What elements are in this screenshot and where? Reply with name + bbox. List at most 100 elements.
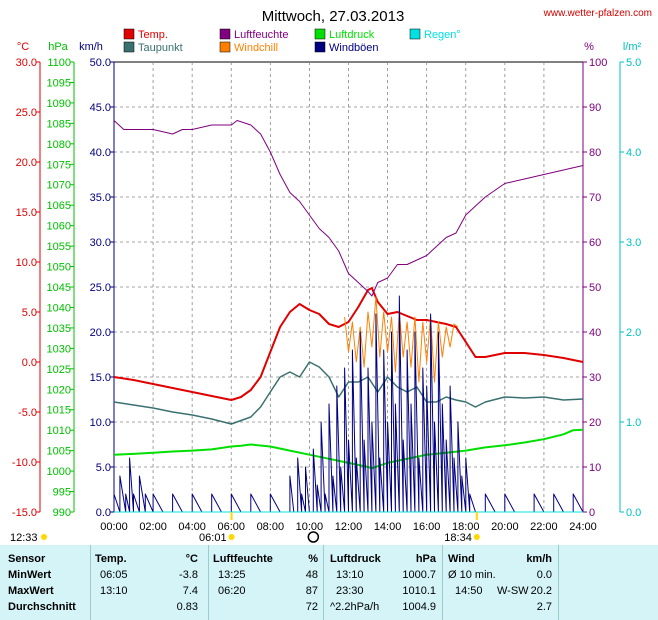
column-divider [90, 545, 91, 620]
wind-time: 14:50 [455, 585, 483, 597]
pressure-trend: ^2.2hPa/h [330, 601, 380, 613]
sunrise-time: 06:01 [199, 532, 227, 544]
humidity-tick-label: 100 [589, 57, 607, 69]
header-temp-unit: °C [185, 553, 198, 565]
sunset-icon [473, 534, 480, 540]
pressure-axis-unit: hPa [48, 41, 68, 53]
temp-tick-label: -5.0 [18, 407, 37, 419]
row-label: MinWert [8, 569, 52, 581]
temp-time: 06:05 [100, 569, 128, 581]
wind-tick-label: 50.0 [90, 57, 111, 69]
legend-swatch [219, 28, 231, 40]
wind-tick-label: 25.0 [90, 282, 111, 294]
humidity-value: 87 [305, 585, 318, 597]
legend-label: Windchill [234, 42, 278, 54]
pressure-value: 1010.1 [402, 585, 436, 597]
wind-tick-label: 5.0 [96, 462, 111, 474]
grid [113, 61, 584, 513]
temp-tick-label: 30.0 [16, 57, 37, 69]
x-tick-label: 02:00 [139, 521, 167, 533]
humidity-value: 72 [305, 601, 318, 613]
rain-axis-unit: l/m² [623, 41, 642, 53]
rain-tick-label: 0.0 [626, 507, 641, 519]
x-tick-label: 16:00 [413, 521, 441, 533]
wind-tick-label: 20.0 [90, 327, 111, 339]
legend-entry: Windböen [314, 41, 379, 54]
pressure-tick-label: 1015 [47, 405, 71, 417]
pressure-tick-label: 1065 [47, 200, 71, 212]
humidity-value: 48 [305, 569, 318, 581]
humidity-axis-unit: % [584, 41, 594, 53]
temp-tick-label: 10.0 [16, 257, 37, 269]
wind-time: Ø 10 min. [448, 569, 496, 581]
legend-swatch [314, 41, 326, 53]
source-link[interactable]: www.wetter-pfalzen.com [543, 8, 652, 19]
wind-tick-label: 15.0 [90, 372, 111, 384]
legend-swatch [314, 28, 326, 40]
humidity-time: 06:20 [218, 585, 246, 597]
chart-title: Mittwoch, 27.03.2013 [262, 8, 405, 25]
column-divider [208, 545, 209, 620]
rain-tick-label: 5.0 [626, 57, 641, 69]
humidity-tick-label: 30 [589, 372, 601, 384]
wind-value: 20.2 [530, 585, 552, 597]
pressure-tick-label: 1085 [47, 118, 71, 130]
time-markers: 12:33 06:01 18:34 [10, 512, 480, 544]
wind-value: 2.7 [536, 601, 552, 613]
legend-label: Temp. [138, 29, 168, 41]
pressure-tick-label: 1035 [47, 323, 71, 335]
legend-entry: Regen° [409, 28, 461, 41]
row-label: Durchschnitt [8, 601, 76, 613]
legend-entry: Taupunkt [123, 41, 183, 54]
header-pressure-unit: hPa [415, 553, 436, 565]
humidity-tick-label: 50 [589, 282, 601, 294]
x-tick-label: 22:00 [530, 521, 558, 533]
pressure-tick-label: 1055 [47, 241, 71, 253]
stats-row-average: Durchschnitt 0.83 72 ^2.2hPa/h 1004.9 2.… [0, 601, 658, 616]
humidity-tick-label: 20 [589, 417, 601, 429]
pressure-tick-label: 1060 [47, 221, 71, 233]
series-line-taupunkt [113, 361, 584, 425]
x-tick-labels: 00:00 02:00 04:00 06:00 08:00 10:00 12:00 14:00… [100, 521, 597, 533]
wind-tick-label: 35.0 [90, 192, 111, 204]
header-wind-unit: km/h [526, 553, 552, 565]
legend-label: Windböen [329, 42, 379, 54]
humidity-tick-label: 0 [589, 507, 595, 519]
legend-swatch [409, 28, 421, 40]
x-tick-label: 18:00 [452, 521, 480, 533]
stats-row-min: MinWert 06:05 -3.8 13:25 48 13:10 1000.7… [0, 569, 658, 584]
wind-tick-label: 45.0 [90, 102, 111, 114]
sun-icon [41, 534, 47, 540]
wind-value: 0.0 [536, 569, 552, 581]
x-tick-label: 20:00 [491, 521, 519, 533]
x-tick-label: 14:00 [374, 521, 402, 533]
rain-tick-label: 2.0 [626, 327, 641, 339]
pressure-tick-label: 1000 [47, 466, 71, 478]
wind-tick-label: 40.0 [90, 147, 111, 159]
temp-axis-unit: °C [17, 41, 29, 53]
wind-axis-unit: km/h [79, 41, 103, 53]
temp-tick-label: 15.0 [16, 207, 37, 219]
temp-value: 7.4 [182, 585, 198, 597]
rain-tick-label: 1.0 [626, 417, 641, 429]
pressure-tick-label: 1025 [47, 364, 71, 376]
sunrise-icon [228, 534, 235, 540]
pressure-tick-label: 1095 [47, 77, 71, 89]
legend-swatch [219, 41, 231, 53]
daylight-duration: 12:33 [10, 532, 38, 544]
legend-label: Taupunkt [138, 42, 183, 54]
humidity-tick-label: 80 [589, 147, 601, 159]
temp-tick-label: 25.0 [16, 107, 37, 119]
pressure-tick-label: 1080 [47, 139, 71, 151]
pressure-tick-label: 1040 [47, 302, 71, 314]
humidity-tick-label: 60 [589, 237, 601, 249]
temp-tick-label: 20.0 [16, 157, 37, 169]
stats-table: Sensor Temp. °C Luftfeuchte % Luftdruck … [0, 545, 658, 620]
pressure-tick-label: 1030 [47, 343, 71, 355]
legend-label: Regen° [424, 29, 461, 41]
wind-tick-label: 0.0 [96, 507, 111, 519]
stats-header-row: Sensor Temp. °C Luftfeuchte % Luftdruck … [0, 553, 658, 568]
x-tick-label: 00:00 [100, 521, 128, 533]
header-humidity-unit: % [308, 553, 318, 565]
series-line-luftdruck [113, 428, 584, 470]
